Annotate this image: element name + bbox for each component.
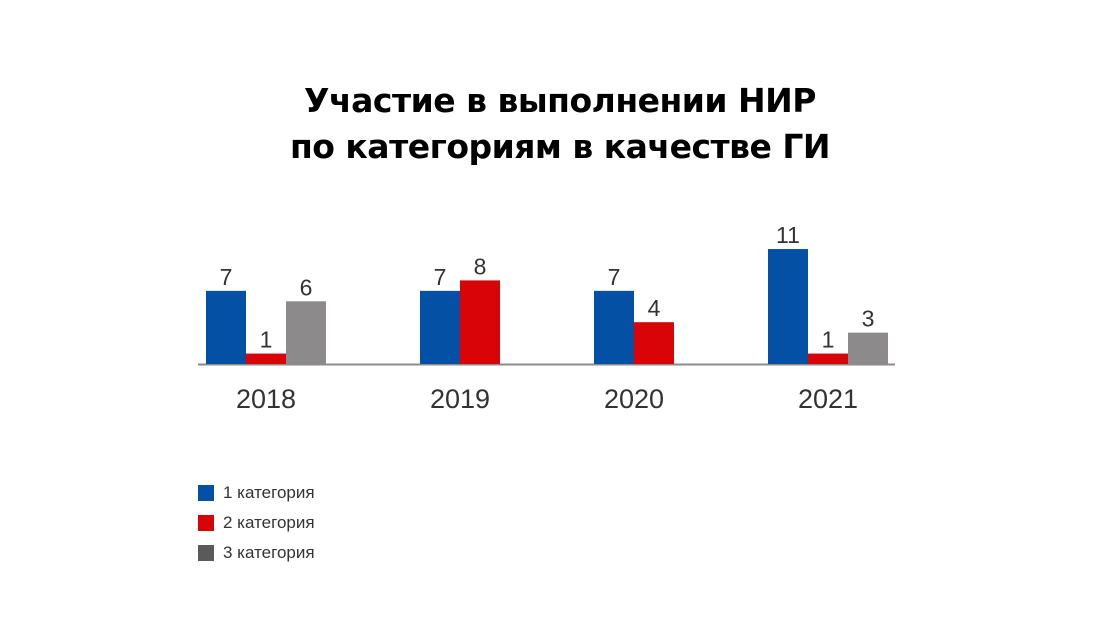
bar-2019-series-2 — [460, 280, 500, 364]
legend-swatch-1 — [198, 485, 214, 501]
data-label-2018-series-2: 1 — [260, 327, 273, 353]
bar-2020-series-2 — [634, 322, 674, 364]
legend-label-1: 1 категория — [223, 483, 315, 502]
bar-2021-series-2 — [808, 353, 848, 364]
data-label-2020-series-1: 7 — [608, 264, 621, 290]
category-label-2019: 2019 — [430, 384, 490, 414]
legend-swatch-3 — [198, 545, 214, 561]
data-label-2021-series-3: 3 — [862, 306, 875, 332]
legend-swatch-2 — [198, 515, 214, 531]
data-label-2018-series-3: 6 — [300, 274, 313, 300]
legend-item-1: 1 категория — [198, 478, 315, 508]
bar-2019-series-1 — [420, 290, 460, 364]
category-label-2020: 2020 — [604, 384, 664, 414]
bar-2018-series-3 — [286, 301, 326, 364]
chart-title-line-1: Участие в выполнении НИР — [304, 81, 816, 120]
data-label-2018-series-1: 7 — [220, 264, 233, 290]
category-label-2021: 2021 — [798, 384, 858, 414]
bar-2018-series-1 — [206, 290, 246, 364]
chart-title: Участие в выполнении НИР по категориям в… — [0, 78, 1120, 170]
legend: 1 категория 2 категория 3 категория — [198, 478, 315, 568]
data-label-2019-series-2: 8 — [474, 253, 487, 279]
bar-2021-series-1 — [768, 249, 808, 364]
bar-2021-series-3 — [848, 332, 888, 364]
chart-title-line-2: по категориям в качестве ГИ — [289, 127, 831, 166]
data-label-2020-series-2: 4 — [648, 295, 661, 321]
data-label-2019-series-1: 7 — [434, 264, 447, 290]
data-label-2021-series-1: 11 — [776, 222, 800, 248]
legend-item-2: 2 категория — [198, 508, 315, 538]
legend-item-3: 3 категория — [198, 538, 315, 568]
data-label-2021-series-2: 1 — [822, 327, 835, 353]
bar-2020-series-1 — [594, 290, 634, 364]
legend-label-3: 3 категория — [223, 543, 315, 562]
category-label-2018: 2018 — [236, 384, 296, 414]
legend-label-2: 2 категория — [223, 513, 315, 532]
bar-2018-series-2 — [246, 353, 286, 364]
